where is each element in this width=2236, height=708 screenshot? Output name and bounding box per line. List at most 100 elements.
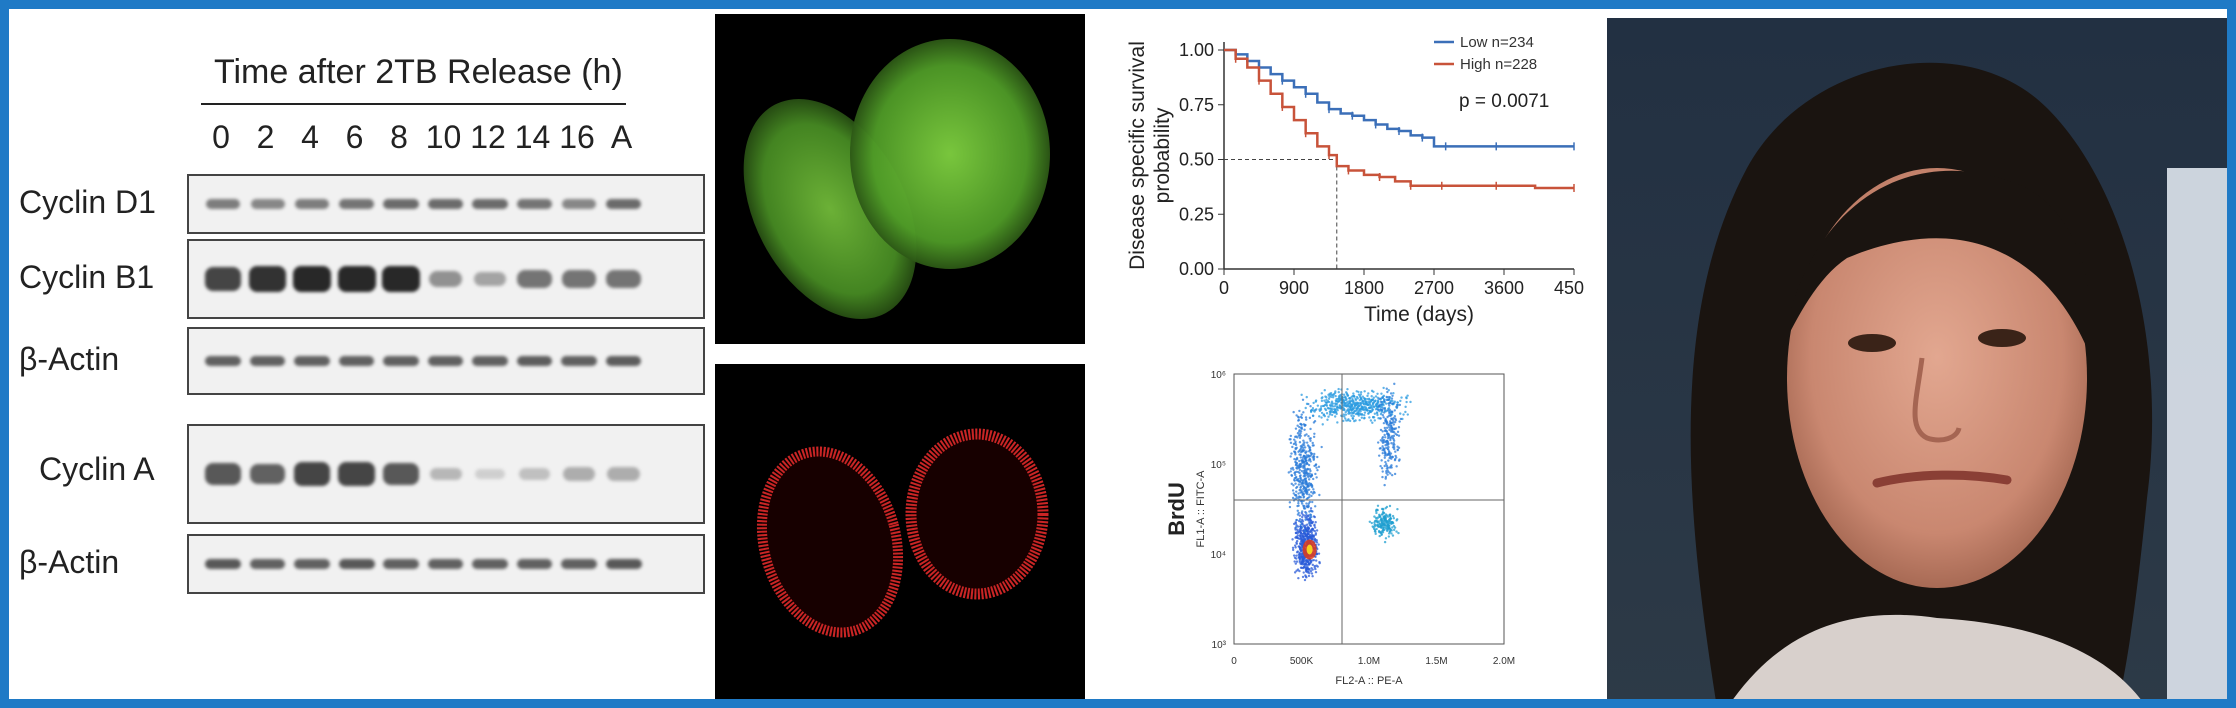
flow-event <box>1308 457 1311 461</box>
flow-event <box>1374 532 1377 536</box>
flow-event <box>1345 391 1348 394</box>
flow-event <box>1301 536 1304 540</box>
blot-band <box>428 270 463 288</box>
flow-event <box>1332 392 1336 396</box>
flow-event <box>1297 483 1301 486</box>
flow-event <box>1308 493 1311 496</box>
flow-event <box>1298 518 1302 521</box>
flow-event <box>1305 511 1308 515</box>
flow-event <box>1377 516 1380 519</box>
flow-event <box>1304 486 1307 490</box>
flow-event <box>1314 521 1317 524</box>
flow-event <box>1400 396 1403 399</box>
flow-event <box>1364 408 1367 412</box>
blot-row-label: β-Actin <box>19 544 120 580</box>
flow-event <box>1371 408 1375 411</box>
flow-event <box>1302 423 1305 426</box>
flow-event <box>1299 481 1302 484</box>
flow-event <box>1392 434 1396 438</box>
flow-event <box>1360 401 1363 405</box>
flow-event <box>1305 433 1308 436</box>
flow-event <box>1350 403 1353 407</box>
person-photo <box>1607 18 2227 699</box>
flow-event <box>1302 566 1306 569</box>
flow-event <box>1337 406 1340 409</box>
flow-event <box>1381 445 1384 448</box>
flow-event <box>1391 534 1395 537</box>
blot-band <box>337 266 376 292</box>
flow-event <box>1375 402 1378 406</box>
flow-event <box>1348 419 1352 423</box>
flow-event <box>1393 458 1397 462</box>
flow-event <box>1387 522 1390 525</box>
flow-event <box>1342 408 1345 412</box>
left-eye <box>1848 334 1896 352</box>
flow-event <box>1353 395 1356 398</box>
flow-event <box>1392 439 1396 442</box>
flow-event <box>1325 412 1329 415</box>
flow-event <box>1346 403 1349 407</box>
x-tick-label: 1.0M <box>1358 656 1380 667</box>
flow-event <box>1380 525 1383 529</box>
flow-event <box>1394 418 1398 422</box>
flow-event <box>1334 410 1338 414</box>
flow-event <box>1381 507 1385 511</box>
flow-event <box>1327 407 1331 410</box>
flow-event <box>1377 454 1381 457</box>
flow-event <box>1350 414 1353 417</box>
flow-event <box>1305 576 1308 579</box>
flow-event <box>1300 546 1303 550</box>
flow-event <box>1365 403 1368 406</box>
x-tick-label: 3600 <box>1484 278 1524 298</box>
flow-event <box>1388 513 1392 517</box>
blot-band <box>561 559 597 569</box>
flow-event <box>1309 482 1313 486</box>
flow-event <box>1300 413 1303 416</box>
flow-event <box>1331 396 1335 399</box>
flow-event <box>1295 456 1299 460</box>
blot-strip <box>187 534 705 594</box>
flow-event <box>1320 396 1323 400</box>
flow-event <box>1311 407 1315 410</box>
flow-event <box>1306 489 1309 492</box>
flow-event <box>1357 390 1360 394</box>
blot-band <box>383 199 419 209</box>
flow-event <box>1302 559 1305 563</box>
flow-event <box>1306 484 1309 487</box>
flow-event <box>1389 430 1393 433</box>
flow-event <box>1374 395 1378 398</box>
flow-event <box>1310 490 1313 494</box>
flow-event <box>1305 570 1308 573</box>
flow-event <box>1405 400 1408 404</box>
flow-event <box>1298 459 1301 463</box>
flow-event <box>1294 546 1297 549</box>
flow-event <box>1337 390 1340 394</box>
blot-band <box>249 463 286 485</box>
flow-event <box>1398 403 1402 407</box>
blot-band <box>427 559 464 569</box>
flow-event <box>1301 557 1305 560</box>
blot-band <box>294 356 330 366</box>
flow-event <box>1309 519 1313 522</box>
blot-row-label: Cyclin B1 <box>19 259 155 295</box>
flow-event <box>1306 462 1309 466</box>
flow-event <box>1378 525 1381 528</box>
flow-event <box>1397 459 1401 462</box>
flow-event <box>1309 559 1312 562</box>
flow-event <box>1360 416 1364 419</box>
flow-event <box>1383 407 1387 411</box>
flow-event <box>1316 468 1319 472</box>
flow-event <box>1304 518 1307 521</box>
flow-event <box>1380 392 1383 395</box>
flow-event <box>1299 456 1303 459</box>
flow-event <box>1387 532 1391 535</box>
flow-event <box>1384 402 1388 405</box>
flow-event <box>1308 524 1312 527</box>
flow-event <box>1295 495 1298 498</box>
flow-event <box>1297 504 1300 507</box>
flow-event <box>1380 467 1384 470</box>
lane-label: 10 <box>425 119 462 155</box>
flow-event <box>1309 460 1312 463</box>
flow-event <box>1359 397 1363 400</box>
flow-event <box>1304 524 1307 527</box>
